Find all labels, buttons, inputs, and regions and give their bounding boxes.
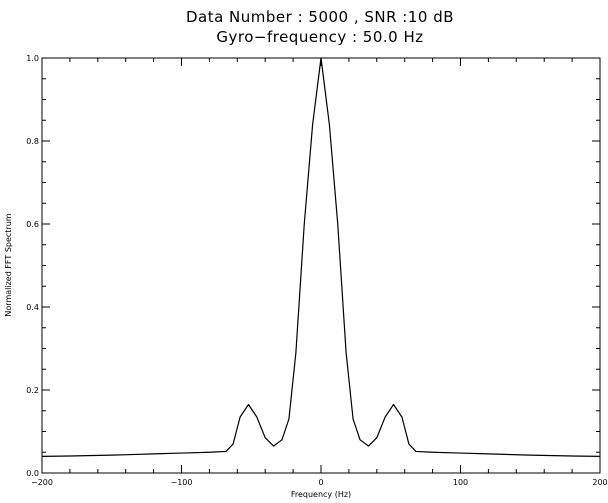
chart-title: Data Number : 5000 , SNR :10 dB [186,8,454,26]
x-tick-label: 0 [318,478,323,487]
x-tick-label: −100 [171,478,193,487]
y-tick-label: 0.6 [26,220,39,229]
plot-frame [41,57,601,474]
y-tick-label: 0.2 [26,386,39,395]
x-tick-label: 200 [592,478,607,487]
spectrum-series-line [41,57,601,457]
y-axis-label: Normalized FFT Spectrum [4,213,13,316]
x-tick-label: −200 [31,478,53,487]
x-axis-label: Frequency (Hz) [291,490,351,499]
y-tick-label: 0.0 [26,469,39,478]
x-tick-label: 100 [453,478,468,487]
y-tick-label: 0.4 [26,303,39,312]
axis-ticks [41,57,601,474]
axis-tick-labels: −200 −100 0 100 200 0.0 0.2 0.4 0.6 0.8 1.0 [26,54,607,487]
chart-subtitle: Gyro−frequency : 50.0 Hz [216,28,423,46]
y-tick-label: 0.8 [26,137,39,146]
y-tick-label: 1.0 [26,54,39,63]
